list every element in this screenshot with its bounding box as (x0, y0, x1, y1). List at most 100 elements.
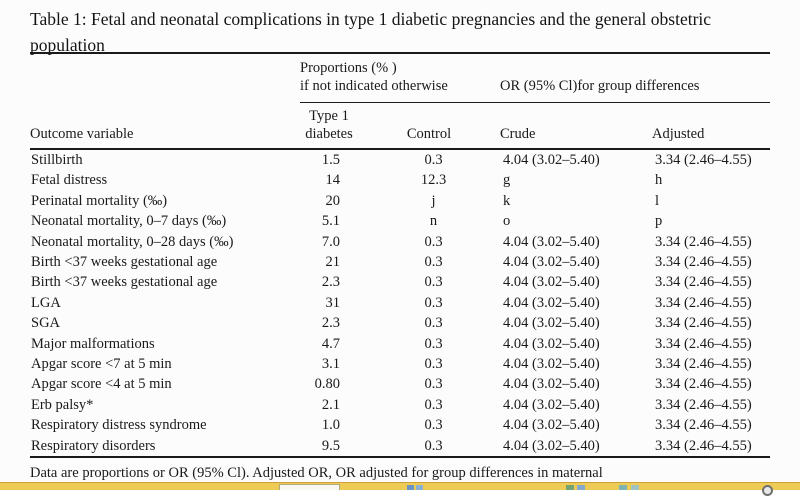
proportions-line2: if not indicated otherwise (300, 78, 448, 94)
outcome-cell: Respiratory disorders (30, 435, 300, 459)
outcome-cell: Neonatal mortality, 0–7 days (‰) (31, 213, 227, 230)
control-cell: 0.3 (424, 335, 443, 352)
outcome-cell: Fetal distress (31, 172, 108, 189)
crude-or-cell: 4.04 (3.02–5.40) (503, 152, 600, 168)
col-header-adjusted: Adjusted (652, 102, 771, 150)
crude-or-cell: 4.04 (3.02–5.40) (503, 356, 600, 373)
table-row: Neonatal mortality, 0–7 days (‰) 5.1 n o… (30, 211, 770, 231)
table-row: Stillbirth 1.5 0.3 4.04 (3.02–5.40) 3.34… (30, 149, 770, 170)
type1-diabetes-cell: 14 (325, 172, 341, 189)
control-cell: 0.3 (424, 274, 443, 291)
control-cell: n (429, 213, 438, 230)
type1-diabetes-cell: 9.5 (300, 435, 358, 459)
outcome-cell: SGA (31, 315, 61, 332)
col-header-outcome: Outcome variable (30, 102, 300, 150)
adjusted-or-cell: 3.34 (2.46–4.55) (655, 396, 752, 413)
results-table: Proportions (% ) if not indicated otherw… (30, 52, 771, 459)
adjusted-or-cell: p (655, 213, 663, 230)
col-header-type1-diabetes: Type 1 diabetes (300, 102, 358, 150)
type1-diabetes-cell: 2.3 (321, 274, 340, 291)
table-caption: Table 1: Fetal and neonatal complication… (30, 9, 712, 55)
outcome-cell: Birth <37 weeks gestational age (31, 254, 218, 271)
adjusted-or-cell: 3.34 (2.46–4.55) (652, 435, 771, 459)
type1-diabetes-cell: 4.7 (321, 335, 340, 352)
crude-or-cell: 4.04 (3.02–5.40) (500, 435, 652, 459)
outcome-cell: Birth <37 weeks gestational age (31, 274, 218, 291)
crude-or-cell: 4.04 (3.02–5.40) (503, 335, 600, 352)
control-cell: 0.3 (358, 435, 500, 459)
table-row: Fetal distress 14 12.3 g h (30, 170, 770, 190)
adjusted-or-cell: 3.34 (2.46–4.55) (655, 254, 752, 271)
type1-line1: Type 1 (309, 108, 349, 124)
group-header-proportions: Proportions (% ) if not indicated otherw… (300, 52, 500, 103)
crude-or-cell: 4.04 (3.02–5.40) (503, 376, 600, 393)
table-row: Neonatal mortality, 0–28 days (‰) 7.0 0.… (30, 232, 770, 252)
taskbar-icon[interactable] (631, 485, 639, 490)
crude-or-cell: 4.04 (3.02–5.40) (503, 396, 600, 413)
column-header-row: Outcome variable Type 1 diabetes Control… (30, 102, 771, 150)
type1-line2: diabetes (305, 126, 353, 142)
adjusted-or-cell: 3.34 (2.46–4.55) (655, 294, 752, 311)
taskbar-icon[interactable] (577, 485, 585, 490)
group-header-empty-cell (30, 52, 300, 103)
adjusted-or-cell: 3.34 (2.46–4.55) (655, 376, 752, 393)
table-row: Respiratory disorders 9.5 0.3 4.04 (3.02… (30, 435, 771, 459)
outcome-cell: Respiratory distress syndrome (31, 417, 207, 434)
outcome-cell: Neonatal mortality, 0–28 days (‰) (31, 233, 234, 250)
type1-diabetes-cell: 3.1 (321, 356, 340, 373)
type1-diabetes-cell: 31 (325, 294, 341, 311)
outcome-cell: Apgar score <7 at 5 min (31, 356, 172, 373)
outcome-cell: Apgar score <4 at 5 min (31, 376, 172, 393)
adjusted-or-cell: 3.34 (2.46–4.55) (655, 417, 752, 434)
type1-diabetes-cell: 2.3 (321, 315, 340, 332)
crude-or-cell: 4.04 (3.02–5.40) (503, 254, 600, 271)
adjusted-or-cell: l (655, 192, 660, 209)
table-row: Perinatal mortality (‰) 20 j k l (30, 191, 770, 211)
control-cell: 0.3 (424, 254, 443, 271)
taskbar-icon[interactable] (407, 485, 414, 490)
control-cell: 12.3 (420, 172, 447, 189)
taskbar-clock-icon[interactable] (762, 485, 773, 496)
control-cell: 0.3 (424, 376, 443, 393)
group-header-or: OR (95% Cl)for group differences (500, 52, 771, 103)
crude-or-cell: k (503, 192, 511, 209)
table-row: Erb palsy* 2.1 0.3 4.04 (3.02–5.40) 3.34… (30, 395, 770, 415)
table-row: Apgar score <7 at 5 min 3.1 0.3 4.04 (3.… (30, 354, 770, 374)
table-row: Apgar score <4 at 5 min 0.80 0.3 4.04 (3… (30, 374, 770, 394)
type1-diabetes-cell: 0.80 (314, 376, 340, 393)
control-cell: j (431, 192, 436, 209)
table-row: Major malformations 4.7 0.3 4.04 (3.02–5… (30, 334, 770, 354)
table-row: Birth <37 weeks gestational age 21 0.3 4… (30, 252, 770, 272)
type1-diabetes-cell: 21 (325, 254, 341, 271)
adjusted-or-cell: 3.34 (2.46–4.55) (655, 274, 752, 291)
adjusted-or-cell: 3.34 (2.46–4.55) (655, 315, 752, 332)
col-header-crude: Crude (500, 102, 652, 150)
type1-diabetes-cell: 1.0 (321, 417, 340, 434)
outcome-cell: Perinatal mortality (‰) (31, 192, 168, 209)
type1-diabetes-cell: 20 (325, 192, 341, 209)
type1-diabetes-cell: 7.0 (321, 233, 340, 250)
taskbar-window-button[interactable] (279, 484, 340, 490)
control-cell: 0.3 (424, 315, 443, 332)
col-header-control: Control (358, 102, 500, 150)
outcome-cell: LGA (31, 294, 61, 311)
control-cell: 0.3 (424, 152, 443, 168)
taskbar-icon[interactable] (619, 485, 627, 490)
adjusted-or-cell: 3.34 (2.46–4.55) (655, 152, 752, 168)
outcome-cell: Stillbirth (31, 152, 83, 168)
adjusted-or-cell: h (655, 172, 663, 189)
table-row: Respiratory distress syndrome 1.0 0.3 4.… (30, 415, 770, 435)
taskbar-icon[interactable] (416, 485, 423, 490)
adjusted-or-cell: 3.34 (2.46–4.55) (655, 356, 752, 373)
table-row: LGA 31 0.3 4.04 (3.02–5.40) 3.34 (2.46–4… (30, 293, 770, 313)
crude-or-cell: 4.04 (3.02–5.40) (503, 274, 600, 291)
table-row: Birth <37 weeks gestational age 2.3 0.3 … (30, 272, 770, 292)
crude-or-cell: 4.04 (3.02–5.40) (503, 315, 600, 332)
taskbar-icon[interactable] (566, 485, 574, 490)
crude-or-cell: 4.04 (3.02–5.40) (503, 233, 600, 250)
outcome-cell: Erb palsy* (31, 396, 94, 413)
control-cell: 0.3 (424, 233, 443, 250)
control-cell: 0.3 (424, 294, 443, 311)
table-row: SGA 2.3 0.3 4.04 (3.02–5.40) 3.34 (2.46–… (30, 313, 770, 333)
